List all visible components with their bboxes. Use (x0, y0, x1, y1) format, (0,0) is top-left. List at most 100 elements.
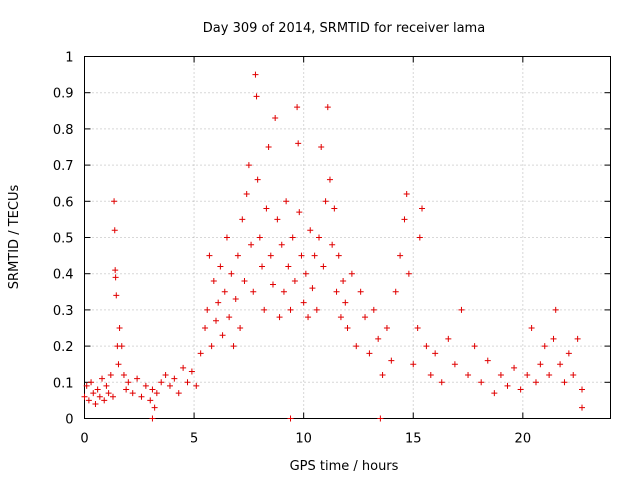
data-point (370, 306, 377, 313)
data-point (465, 372, 472, 379)
data-point (99, 375, 106, 382)
x-tick-label: 5 (190, 432, 198, 447)
data-point (213, 317, 219, 324)
data-point (337, 314, 344, 321)
y-tick-label: 1 (65, 51, 73, 66)
data-point (125, 379, 132, 386)
data-point (342, 299, 349, 306)
data-point (103, 382, 110, 389)
axis-ticks: 00.10.20.30.40.50.60.70.80.910 5 10 15 20 (53, 51, 611, 447)
data-point (197, 350, 204, 357)
data-point (320, 263, 327, 270)
chart-title: Day 309 of 2014, SRMTID for receiver lam… (203, 21, 485, 36)
data-point (388, 357, 395, 364)
data-point (289, 234, 296, 241)
data-point (184, 379, 191, 386)
data-point (311, 252, 318, 259)
data-point (112, 274, 119, 281)
data-point (331, 205, 338, 212)
data-point (397, 252, 404, 259)
data-point (232, 296, 239, 303)
data-point (265, 144, 272, 150)
data-point (296, 209, 303, 216)
data-point (451, 361, 458, 368)
data-point (471, 343, 478, 350)
data-point (115, 361, 122, 368)
data-point (287, 415, 294, 422)
data-point (158, 379, 165, 386)
data-point (410, 361, 417, 368)
data-point (92, 401, 99, 408)
data-point (171, 375, 178, 382)
data-point (276, 314, 283, 321)
data-point (278, 241, 285, 248)
data-point (188, 368, 195, 375)
data-point (491, 390, 498, 397)
data-point (206, 252, 213, 259)
data-point (166, 382, 173, 389)
y-tick-label: 0.3 (53, 304, 74, 319)
y-tick-label: 0 (65, 413, 73, 428)
data-point (366, 350, 373, 357)
data-point (112, 267, 119, 274)
data-point (228, 270, 235, 277)
data-point (149, 386, 156, 393)
y-axis-label: SRMTID / TECUs (7, 185, 22, 290)
data-point (116, 325, 123, 331)
data-point (272, 115, 279, 122)
data-point (94, 386, 101, 393)
data-point (375, 335, 382, 342)
data-point (111, 198, 118, 205)
data-point (180, 364, 187, 371)
data-point (105, 390, 112, 397)
data-point (204, 306, 211, 313)
data-point (340, 277, 347, 284)
data-point (416, 234, 423, 241)
data-point (484, 357, 491, 364)
data-point (280, 288, 287, 295)
data-point (111, 227, 118, 234)
data-point (344, 325, 351, 331)
data-point (432, 350, 439, 357)
data-point (511, 364, 518, 371)
data-point (570, 372, 577, 379)
data-point (302, 270, 309, 277)
data-point (259, 263, 266, 270)
data-point (245, 162, 252, 169)
data-point (445, 335, 452, 342)
data-point (552, 306, 559, 313)
grid (84, 56, 611, 419)
data-point (300, 299, 307, 306)
y-tick-label: 0.1 (53, 376, 74, 391)
data-point (405, 270, 412, 277)
data-point (221, 288, 228, 295)
y-tick-label: 0.4 (53, 268, 74, 283)
data-point (458, 306, 465, 313)
data-point (383, 325, 390, 331)
data-point (193, 382, 200, 389)
data-point (565, 350, 572, 357)
data-point (151, 404, 158, 411)
data-point (427, 372, 434, 379)
data-point (261, 306, 268, 313)
data-point (333, 288, 340, 295)
data-point (208, 343, 215, 350)
data-point (101, 397, 108, 404)
data-point (423, 343, 430, 350)
data-point (307, 227, 314, 234)
data-point (318, 144, 325, 150)
data-points (81, 71, 586, 422)
data-point (574, 335, 581, 342)
data-point (504, 382, 511, 389)
data-point (329, 241, 336, 248)
data-point (546, 372, 553, 379)
data-point (107, 372, 114, 379)
data-point (326, 176, 333, 183)
data-point (123, 386, 130, 393)
data-point (254, 176, 261, 183)
data-point (348, 270, 355, 277)
data-point (217, 263, 224, 270)
data-point (88, 379, 95, 386)
data-point (414, 325, 421, 331)
